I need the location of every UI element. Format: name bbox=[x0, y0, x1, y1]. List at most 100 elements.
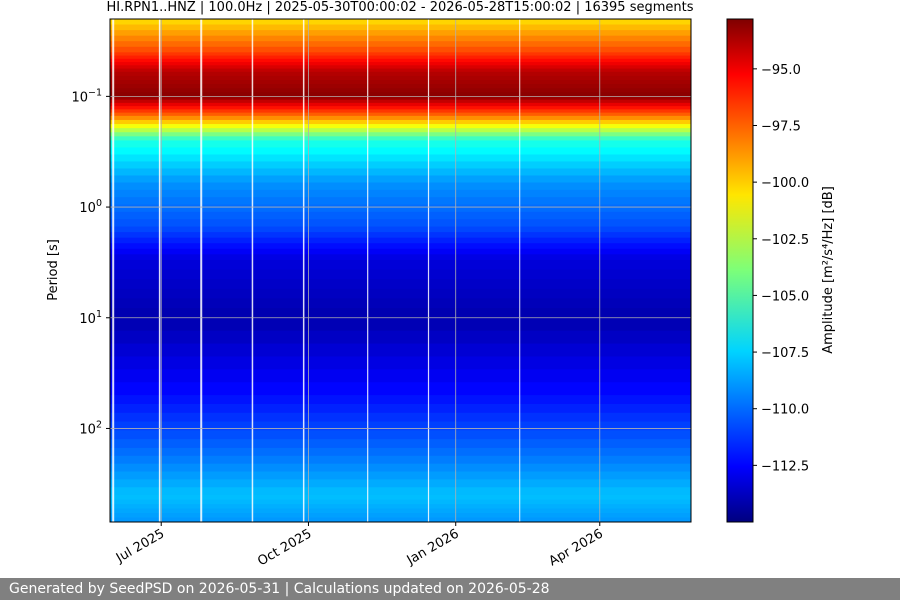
amplitude-band bbox=[110, 119, 691, 125]
amplitude-band bbox=[110, 504, 691, 510]
amplitude-bands bbox=[110, 19, 691, 522]
amplitude-band bbox=[110, 106, 691, 110]
colorbar-tick-label: −97.5 bbox=[761, 119, 801, 134]
amplitude-band bbox=[110, 455, 691, 465]
amplitude-band bbox=[110, 92, 691, 97]
y-axis-ticks: 10−1 100 101 102 bbox=[71, 87, 110, 437]
amplitude-band bbox=[110, 189, 691, 198]
amplitude-band bbox=[110, 124, 691, 129]
colorbar-tick-label: −95.0 bbox=[761, 63, 801, 78]
colorbar: −95.0 −97.5 −100.0 −102.5 −105.0 −107.5 −110.0… bbox=[726, 18, 836, 523]
amplitude-band bbox=[110, 112, 691, 117]
amplitude-band bbox=[110, 463, 691, 473]
amplitude-band bbox=[110, 197, 691, 206]
colorbar-tick-label: −100.0 bbox=[761, 176, 809, 191]
colorbar-ticks: −95.0 −97.5 −100.0 −102.5 −105.0 −107.5 −110.0… bbox=[753, 63, 809, 474]
amplitude-band bbox=[110, 80, 691, 85]
amplitude-band bbox=[110, 52, 691, 57]
amplitude-band bbox=[110, 84, 691, 89]
amplitude-band bbox=[110, 175, 691, 184]
amplitude-band bbox=[110, 243, 691, 250]
amplitude-band bbox=[110, 495, 691, 501]
amplitude-band bbox=[110, 132, 691, 137]
amplitude-band bbox=[110, 41, 691, 48]
amplitude-band bbox=[110, 55, 691, 60]
amplitude-band bbox=[110, 369, 691, 383]
amplitude-band bbox=[110, 140, 691, 149]
plot-frame bbox=[109, 18, 692, 523]
colorbar-tick-label: −110.0 bbox=[761, 403, 809, 418]
amplitude-band bbox=[110, 343, 691, 358]
amplitude-band bbox=[110, 219, 691, 228]
amplitude-band bbox=[110, 439, 691, 449]
amplitude-band bbox=[110, 88, 691, 93]
amplitude-band bbox=[110, 154, 691, 163]
amplitude-band bbox=[110, 65, 691, 70]
grid-lines bbox=[110, 19, 691, 522]
amplitude-band bbox=[110, 254, 691, 261]
amplitude-band bbox=[110, 35, 691, 42]
data-gap bbox=[251, 19, 254, 522]
amplitude-band bbox=[110, 421, 691, 431]
data-gap bbox=[158, 19, 161, 522]
amplitude-band bbox=[110, 513, 691, 519]
data-gap bbox=[519, 19, 521, 522]
x-tick-label: Jan 2026 bbox=[404, 526, 462, 568]
footer-bar: Generated by SeedPSD on 2026-05-31 | Cal… bbox=[0, 578, 900, 600]
amplitude-band bbox=[110, 128, 691, 133]
amplitude-band bbox=[110, 471, 691, 480]
chart-title: HI.RPN1..HNZ | 100.0Hz | 2025-05-30T00:0… bbox=[106, 0, 693, 15]
amplitude-band bbox=[110, 19, 691, 26]
y-tick-label: 102 bbox=[79, 419, 102, 437]
y-tick-label: 10−1 bbox=[71, 87, 102, 105]
amplitude-band bbox=[110, 102, 691, 107]
amplitude-band bbox=[110, 115, 691, 121]
amplitude-band bbox=[110, 279, 691, 290]
amplitude-band bbox=[110, 508, 691, 514]
data-gap bbox=[367, 19, 369, 522]
y-tick-label: 100 bbox=[79, 198, 102, 216]
data-gaps bbox=[112, 19, 521, 522]
colorbar-tick-label: −112.5 bbox=[761, 459, 809, 474]
amplitude-band bbox=[110, 259, 691, 271]
amplitude-band bbox=[110, 487, 691, 496]
colorbar-scale bbox=[726, 18, 754, 523]
amplitude-band bbox=[110, 30, 691, 37]
amplitude-band bbox=[110, 68, 691, 73]
amplitude-band bbox=[110, 99, 691, 104]
plot-area bbox=[109, 18, 692, 523]
x-tick-label: Jul 2025 bbox=[113, 526, 167, 566]
amplitude-band bbox=[110, 308, 691, 319]
amplitude-band bbox=[110, 46, 691, 53]
x-tick-label: Apr 2026 bbox=[547, 526, 606, 569]
amplitude-band bbox=[110, 430, 691, 440]
amplitude-band bbox=[110, 96, 691, 101]
amplitude-band bbox=[110, 237, 691, 244]
x-tick-label: Oct 2025 bbox=[255, 526, 314, 569]
amplitude-band bbox=[110, 479, 691, 488]
colorbar-tick-label: −102.5 bbox=[761, 233, 809, 248]
amplitude-band bbox=[110, 62, 691, 66]
amplitude-band bbox=[110, 412, 691, 423]
amplitude-band bbox=[110, 248, 691, 255]
data-gap bbox=[200, 19, 203, 522]
y-axis-label: Period [s] bbox=[46, 239, 61, 301]
amplitude-band bbox=[110, 168, 691, 177]
amplitude-band bbox=[110, 232, 691, 239]
amplitude-band bbox=[110, 211, 691, 220]
amplitude-band bbox=[110, 317, 691, 332]
amplitude-band bbox=[110, 269, 691, 280]
y-tick-label: 101 bbox=[79, 309, 102, 327]
amplitude-band bbox=[110, 226, 691, 233]
x-axis-ticks: Jul 2025 Oct 2025 Jan 2026 Apr 2026 bbox=[113, 522, 606, 569]
y-axis: Period [s] 10−1 100 101 102 bbox=[46, 87, 110, 437]
data-gap bbox=[112, 19, 115, 522]
amplitude-band bbox=[110, 24, 691, 31]
colorbar-tick-label: −105.0 bbox=[761, 289, 809, 304]
amplitude-band bbox=[110, 182, 691, 191]
amplitude-band bbox=[110, 356, 691, 370]
amplitude-band bbox=[110, 136, 691, 142]
amplitude-band bbox=[110, 71, 691, 77]
amplitude-band bbox=[110, 447, 691, 457]
data-gap bbox=[427, 19, 430, 522]
